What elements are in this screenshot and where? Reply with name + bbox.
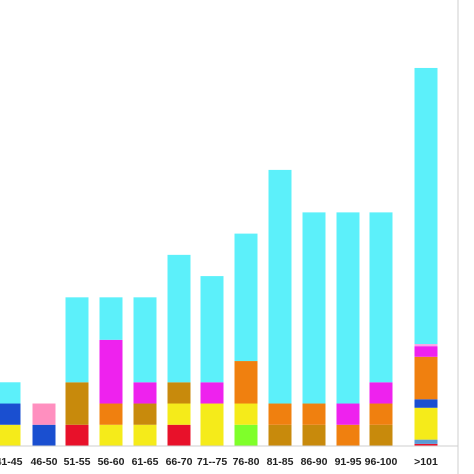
bar-segment-13-9 [414,407,438,440]
x-tick-label: 76-80 [233,456,260,468]
bar-segment-6-13 [167,382,191,404]
bar-segment-10-5 [302,424,326,446]
bar-segment-2-7 [32,424,56,446]
bar-segment-12-15 [369,382,393,404]
bar-segment-10-12 [302,403,326,425]
bar-segment-9-17 [268,169,292,404]
bar-segment-5-4 [133,424,157,446]
x-tick-label: >101 [414,456,438,468]
bar-segment-11-6 [336,424,360,446]
bar-segment-8-14 [234,361,258,404]
x-tick-label: 51-55 [64,456,91,468]
x-tick-label: 91-95 [335,456,362,468]
bar-segment-7-15 [200,382,224,404]
bar-group [0,67,438,446]
bar-segment-9-5 [268,424,292,446]
bar-segment-12-5 [369,424,393,446]
bar-segment-6-9 [167,403,191,425]
bar-segment-3-11 [65,382,89,425]
bar-segment-8-3 [234,424,258,446]
bar-segment-1-4 [0,424,21,446]
bar-segment-10-17 [302,212,326,404]
bar-segment-4-17 [99,297,123,340]
bar-segment-1-7 [0,403,21,425]
bar-segment-13-16 [414,344,438,347]
bar-segment-13-1 [414,443,438,446]
bar-segment-5-15 [133,382,157,404]
bar-segment-7-9 [200,403,224,446]
bar-segment-7-17 [200,276,224,383]
bar-segment-6-17 [167,254,191,383]
bar-segment-8-9 [234,403,258,425]
bar-segment-12-12 [369,403,393,425]
bar-segment-13-17 [414,67,438,345]
x-tick-label: 46-50 [31,456,58,468]
x-tick-label: 41-45 [0,456,23,468]
bar-segment-11-15 [336,403,360,425]
bar-segment-4-15 [99,339,123,404]
bar-segment-13-2 [414,439,438,444]
x-tick-label: 61-65 [132,456,159,468]
bar-segment-8-17 [234,233,258,362]
x-tick-label: 86-90 [301,456,328,468]
x-tick-label: 56-60 [98,456,125,468]
bar-segment-11-17 [336,212,360,404]
x-tick-label: 96-100 [365,456,398,468]
bar-segment-4-4 [99,424,123,446]
bar-segment-3-1 [65,424,89,446]
bar-segment-1-17 [0,382,21,404]
bar-segment-12-17 [369,212,393,383]
bar-segment-9-14 [268,403,292,425]
bar-segment-5-11 [133,403,157,425]
bar-segment-4-12 [99,403,123,425]
bar-segment-3-17 [65,297,89,383]
bar-segment-2-8 [32,403,56,425]
bar-segment-13-14 [414,356,438,400]
bar-segment-13-15 [414,346,438,357]
bar-segment-5-17 [133,297,157,383]
x-tick-label: 81-85 [267,456,294,468]
x-tick-label: 66-70 [166,456,193,468]
x-tick-label: 71--75 [197,456,228,468]
x-tick-labels: 41-45 46-50 51-55 56-60 61-65 66-70 71--75 76-8… [0,456,438,468]
bar-segment-6-1 [167,424,191,446]
bar-segment-13-10 [414,399,438,408]
